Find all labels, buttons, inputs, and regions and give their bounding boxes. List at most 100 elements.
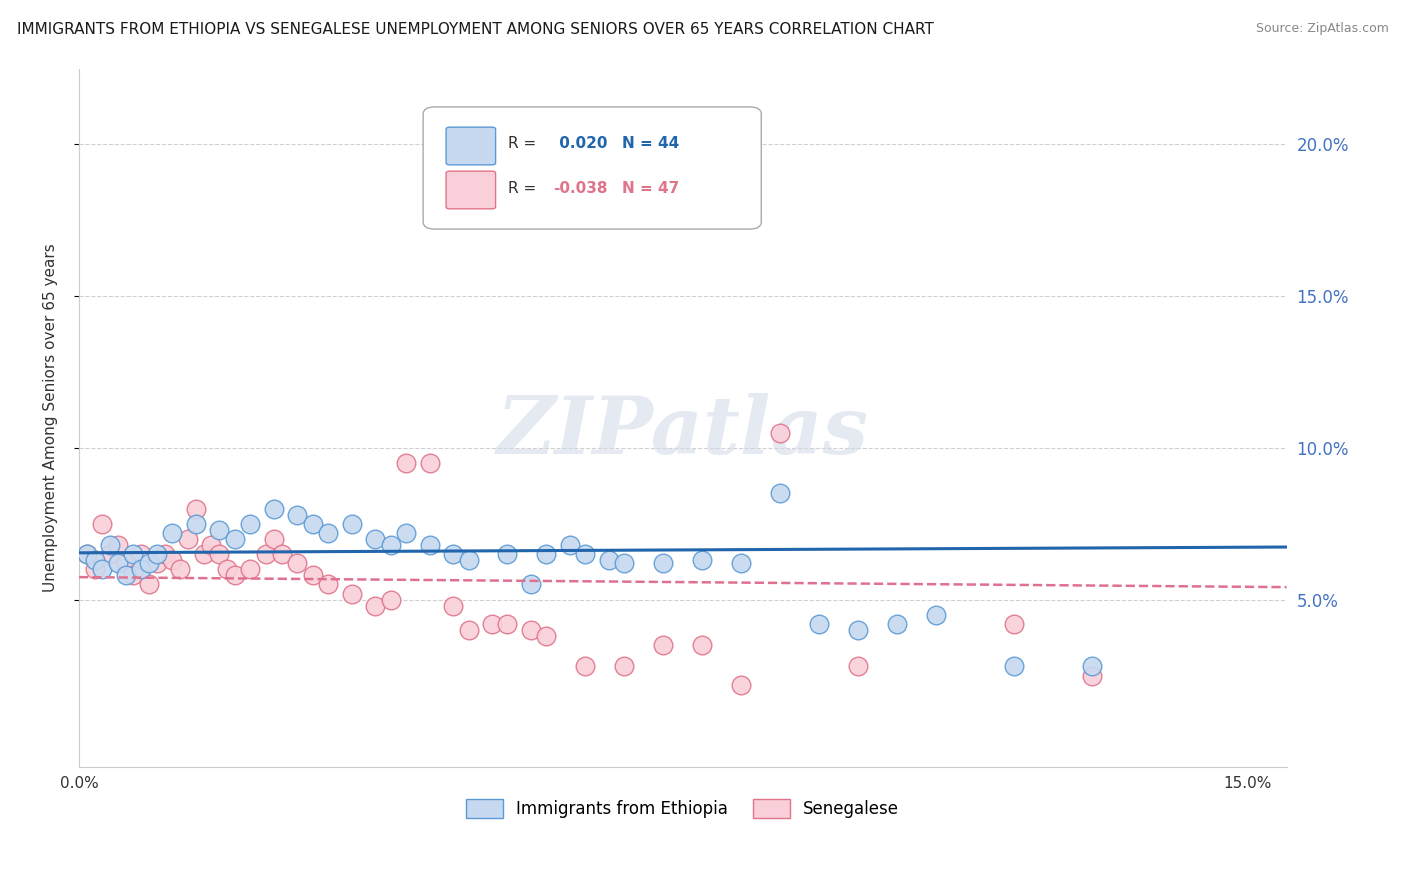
Point [441,547,464,561]
Point [1002,616,1025,631]
Text: ZIPatlas: ZIPatlas [496,392,869,470]
Point [769,486,792,500]
Point [153,547,176,561]
Point [419,538,441,552]
Point [285,508,308,522]
Point [169,562,191,576]
Point [316,525,339,540]
Point [536,547,558,561]
Point [886,616,908,631]
Point [441,599,464,613]
Point [254,547,277,561]
Point [730,556,752,570]
Point [122,547,145,561]
Point [496,547,519,561]
Point [652,638,675,652]
Point [1081,659,1104,673]
Point [263,501,285,516]
Point [107,538,129,552]
Point [224,568,246,582]
Text: N = 44: N = 44 [623,136,679,152]
Point [91,516,114,531]
Point [184,516,207,531]
Point [558,538,581,552]
Point [520,577,543,591]
Point [263,532,285,546]
Point [395,525,418,540]
Point [730,678,752,692]
Point [598,553,620,567]
Point [138,556,160,570]
Point [1002,659,1025,673]
Point [613,556,636,570]
Point [162,553,184,567]
FancyBboxPatch shape [423,107,761,229]
Point [457,553,479,567]
Point [340,586,363,600]
Point [98,538,121,552]
Point [380,592,402,607]
Point [316,577,339,591]
Y-axis label: Unemployment Among Seniors over 65 years: Unemployment Among Seniors over 65 years [44,244,58,592]
Text: R =: R = [508,181,541,196]
Text: 0.020: 0.020 [554,136,607,152]
Point [239,562,262,576]
Point [690,553,713,567]
Point [129,547,152,561]
Point [769,425,792,440]
Point [184,501,207,516]
Point [91,562,114,576]
Point [364,532,387,546]
Point [98,547,121,561]
FancyBboxPatch shape [446,171,495,209]
Point [146,547,169,561]
Point [340,516,363,531]
Point [481,616,503,631]
Point [536,629,558,643]
Point [925,607,948,622]
Point [613,659,636,673]
Point [83,562,105,576]
Point [364,599,387,613]
Point [301,516,323,531]
Point [1081,668,1104,682]
Point [536,183,558,197]
Point [107,556,129,570]
Point [520,623,543,637]
Point [76,547,98,561]
Point [114,568,136,582]
Point [690,638,713,652]
Point [129,562,152,576]
Point [380,538,402,552]
Point [301,568,323,582]
Point [200,538,222,552]
Point [496,616,519,631]
Text: -0.038: -0.038 [554,181,607,196]
Point [208,547,231,561]
Point [138,577,160,591]
Point [114,556,136,570]
Point [224,532,246,546]
Text: IMMIGRANTS FROM ETHIOPIA VS SENEGALESE UNEMPLOYMENT AMONG SENIORS OVER 65 YEARS : IMMIGRANTS FROM ETHIOPIA VS SENEGALESE U… [17,22,934,37]
Point [285,556,308,570]
Point [76,547,98,561]
Text: Source: ZipAtlas.com: Source: ZipAtlas.com [1256,22,1389,36]
Point [395,456,418,470]
Point [846,623,869,637]
Point [146,556,169,570]
Text: N = 47: N = 47 [623,181,679,196]
Point [215,562,238,576]
FancyBboxPatch shape [446,128,495,165]
Point [193,547,215,561]
Point [122,568,145,582]
Point [846,659,869,673]
Point [574,659,596,673]
Point [239,516,262,531]
Point [652,556,675,570]
Point [574,547,596,561]
Point [808,616,831,631]
Point [457,623,479,637]
Point [270,547,292,561]
Point [177,532,200,546]
Legend: Immigrants from Ethiopia, Senegalese: Immigrants from Ethiopia, Senegalese [460,792,905,824]
